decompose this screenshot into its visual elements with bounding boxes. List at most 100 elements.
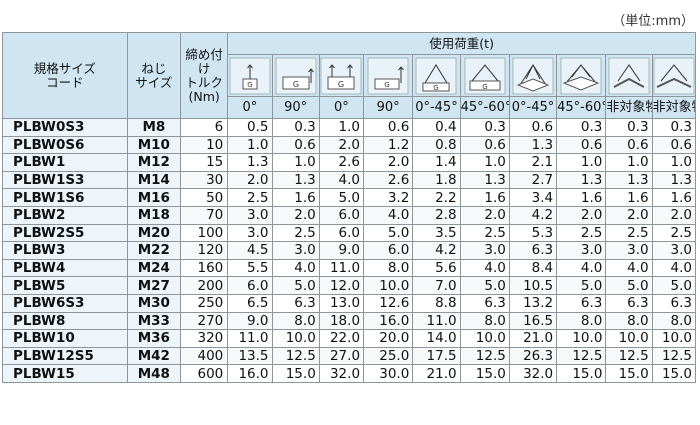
load-value: 0.8 — [412, 135, 461, 155]
angle-header: 45°-60° — [459, 96, 510, 119]
load-value: 5.5 — [227, 258, 273, 278]
load-value: 6.0 — [227, 276, 273, 295]
four-leg-sling-icon — [508, 54, 558, 97]
size-code: PLBW2S5 — [2, 223, 128, 243]
load-value: 3.0 — [556, 241, 607, 260]
torque-value: 200 — [179, 276, 229, 295]
screw-size: M16 — [126, 188, 182, 207]
angle-header: 非対象物 — [605, 96, 653, 119]
screw-size: M18 — [126, 205, 182, 225]
load-value: 16.0 — [227, 364, 273, 383]
table-row: PLBW1 M12 15 1.3 1.0 2.6 2.0 1.4 1.0 2.1 1.0 1.0 1.0 — [2, 153, 697, 172]
load-value: 4.5 — [227, 241, 273, 260]
load-value: 15.0 — [459, 364, 510, 383]
load-value: 6.3 — [605, 293, 653, 313]
load-value: 1.0 — [605, 153, 653, 172]
torque-value: 15 — [179, 153, 229, 172]
load-value: 4.0 — [271, 258, 320, 278]
load-value: 3.0 — [271, 241, 320, 260]
load-value: 13.0 — [318, 293, 365, 313]
torque-value: 6 — [179, 118, 229, 137]
two-point-vertical-lift-icon: G — [318, 54, 365, 97]
load-value: 1.2 — [363, 135, 414, 155]
load-value: 11.0 — [318, 258, 365, 278]
torque-value: 270 — [179, 311, 229, 331]
load-value: 1.4 — [412, 153, 461, 172]
load-value: 1.6 — [605, 188, 653, 207]
table-row: PLBW10 M36 320 11.0 10.0 22.0 20.0 14.0 10.0 21.0… — [2, 329, 697, 348]
load-value: 12.5 — [459, 346, 510, 366]
load-value: 3.0 — [651, 241, 697, 260]
size-code: PLBW3 — [2, 241, 128, 260]
load-value: 1.0 — [459, 153, 510, 172]
load-value: 4.0 — [318, 170, 365, 190]
size-code: PLBW15 — [2, 364, 128, 383]
asymmetric-load-icon — [605, 54, 653, 97]
size-code: PLBW0S3 — [2, 118, 128, 137]
size-code: PLBW4 — [2, 258, 128, 278]
load-value: 27.0 — [318, 346, 365, 366]
load-value: 0.3 — [605, 118, 653, 137]
load-value: 10.0 — [605, 329, 653, 348]
load-value: 6.3 — [271, 293, 320, 313]
load-value: 5.0 — [556, 276, 607, 295]
load-value: 0.3 — [271, 118, 320, 137]
load-value: 22.0 — [318, 329, 365, 348]
table-row: PLBW15 M48 600 16.0 15.0 32.0 30.0 21.0 15.0 32.0… — [2, 364, 697, 383]
load-value: 4.0 — [556, 258, 607, 278]
table-row: PLBW4 M24 160 5.5 4.0 11.0 8.0 5.6 4.0 8.4 4.0 4.0 4… — [2, 258, 697, 278]
screw-header: ねじ サイズ — [126, 32, 182, 119]
load-value: 1.6 — [459, 188, 510, 207]
size-code: PLBW12S5 — [2, 346, 128, 366]
load-value: 6.0 — [318, 223, 365, 243]
torque-value: 30 — [179, 170, 229, 190]
svg-text:G: G — [384, 81, 389, 89]
load-value: 2.6 — [318, 153, 365, 172]
load-value: 1.0 — [651, 153, 697, 172]
load-value: 0.4 — [412, 118, 461, 137]
load-value: 4.2 — [508, 205, 558, 225]
size-code: PLBW8 — [2, 311, 128, 331]
load-value: 0.6 — [556, 135, 607, 155]
angle-header: 非対象物 — [651, 96, 697, 119]
load-value: 2.8 — [412, 205, 461, 225]
size-code: PLBW1S3 — [2, 170, 128, 190]
load-value: 5.3 — [508, 223, 558, 243]
screw-size: M33 — [126, 311, 182, 331]
load-value: 2.0 — [459, 205, 510, 225]
load-value: 6.3 — [459, 293, 510, 313]
table-row: PLBW6S3 M30 250 6.5 6.3 13.0 12.6 8.8 6.3 13.2 6.3… — [2, 293, 697, 313]
load-value: 4.0 — [363, 205, 414, 225]
screw-size: M24 — [126, 258, 182, 278]
load-value: 2.6 — [363, 170, 414, 190]
load-value: 2.0 — [227, 170, 273, 190]
load-value: 3.0 — [459, 241, 510, 260]
load-value: 21.0 — [508, 329, 558, 348]
two-point-side-lift-icon: G — [363, 54, 414, 97]
load-value: 1.0 — [227, 135, 273, 155]
svg-text:G: G — [338, 80, 344, 89]
load-value: 6.3 — [508, 241, 558, 260]
load-value: 1.8 — [412, 170, 461, 190]
load-value: 11.0 — [412, 311, 461, 331]
load-value: 12.5 — [556, 346, 607, 366]
load-value: 9.0 — [318, 241, 365, 260]
load-value: 2.5 — [227, 188, 273, 207]
load-value: 2.5 — [271, 223, 320, 243]
load-value: 0.6 — [363, 118, 414, 137]
svg-text:G: G — [482, 83, 487, 91]
torque-value: 160 — [179, 258, 229, 278]
load-value: 5.0 — [271, 276, 320, 295]
load-value: 2.5 — [651, 223, 697, 243]
load-value: 14.0 — [412, 329, 461, 348]
load-value: 1.6 — [271, 188, 320, 207]
angle-header: 90° — [363, 96, 414, 119]
load-value: 2.5 — [605, 223, 653, 243]
load-value: 10.0 — [459, 329, 510, 348]
load-value: 1.6 — [556, 188, 607, 207]
torque-value: 320 — [179, 329, 229, 348]
load-value: 13.2 — [508, 293, 558, 313]
two-leg-sling-wide-icon: G — [459, 54, 510, 97]
table-row: PLBW5 M27 200 6.0 5.0 12.0 10.0 7.0 5.0 10.5 5.0 5.… — [2, 276, 697, 295]
load-header: 使用荷重(t) — [227, 32, 696, 55]
